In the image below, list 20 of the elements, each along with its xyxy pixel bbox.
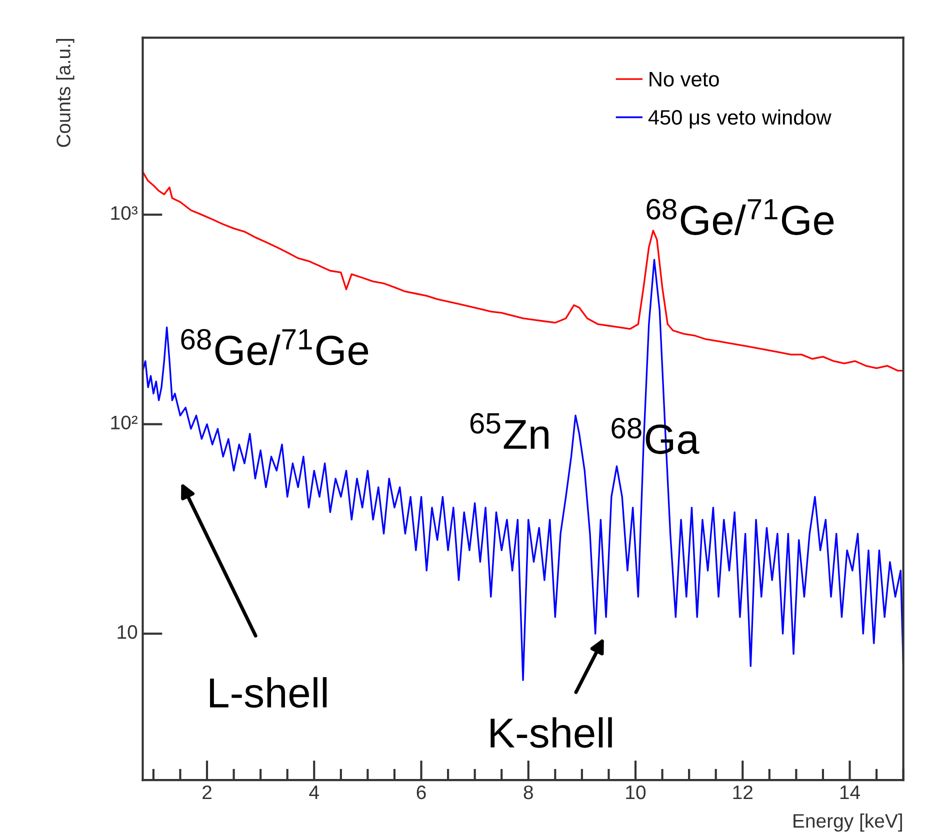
- annotation: L-shell: [210, 677, 327, 708]
- x-tick-label: 12: [733, 785, 752, 800]
- y-tick-label: 10²: [111, 416, 138, 430]
- y-tick-label: 10³: [111, 206, 138, 220]
- annotation: $^{65}$Zn: [470, 413, 548, 449]
- x-axis-title: Energy [keV]: [794, 813, 902, 832]
- x-tick-label: 8: [524, 785, 533, 800]
- line-series: [142, 171, 904, 372]
- x-tick-label: 6: [416, 785, 426, 800]
- x-tick-label: 2: [202, 785, 212, 800]
- x-tick-label: 10: [626, 785, 646, 800]
- legend-label: No veto: [650, 72, 719, 87]
- annotation: $^{68}$Ge/$^{71}$Ge: [181, 328, 368, 366]
- x-tick-label: 4: [309, 786, 319, 800]
- x-tick-label: 14: [840, 786, 860, 800]
- annotation: $^{68}$Ge/$^{71}$Ge: [646, 198, 834, 236]
- y-tick-label: 10: [118, 625, 138, 639]
- y-axis-title: Counts [a.u.]: [56, 39, 74, 147]
- annotation: K-shell: [490, 717, 612, 748]
- legend-label: 450 μs veto window: [648, 109, 832, 129]
